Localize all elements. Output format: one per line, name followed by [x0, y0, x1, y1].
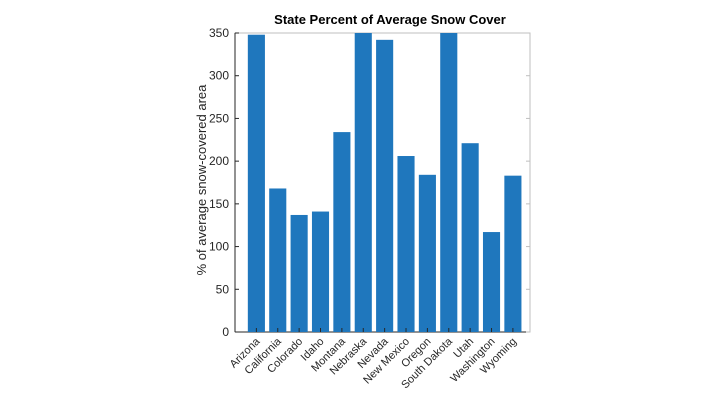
- plot-area: 050100150200250300350ArizonaCaliforniaCo…: [209, 26, 531, 391]
- bar-oregon: [418, 174, 436, 332]
- bar-california: [269, 188, 287, 332]
- y-tick-label: 100: [209, 240, 229, 254]
- bar-arizona: [247, 34, 265, 333]
- bar-colorado: [290, 214, 308, 332]
- y-tick-label: 150: [209, 197, 229, 211]
- bar-wyoming: [504, 175, 522, 332]
- bar-nevada: [376, 39, 394, 332]
- bar-south-dakota: [440, 33, 458, 332]
- bar-nebraska: [354, 33, 372, 332]
- y-tick-label: 350: [209, 26, 229, 40]
- y-tick-label: 50: [216, 282, 230, 296]
- bar-new-mexico: [397, 156, 415, 332]
- y-tick-label: 250: [209, 111, 229, 125]
- y-axis-label: % of average snow-covered area: [194, 84, 209, 276]
- bar-washington: [482, 232, 501, 332]
- chart-title: State Percent of Average Snow Cover: [274, 12, 506, 27]
- y-tick-label: 200: [209, 154, 229, 168]
- bar-utah: [461, 143, 479, 332]
- bar-idaho: [311, 211, 330, 332]
- y-tick-label: 0: [222, 325, 229, 339]
- bar-montana: [333, 132, 351, 332]
- y-tick-label: 300: [209, 69, 229, 83]
